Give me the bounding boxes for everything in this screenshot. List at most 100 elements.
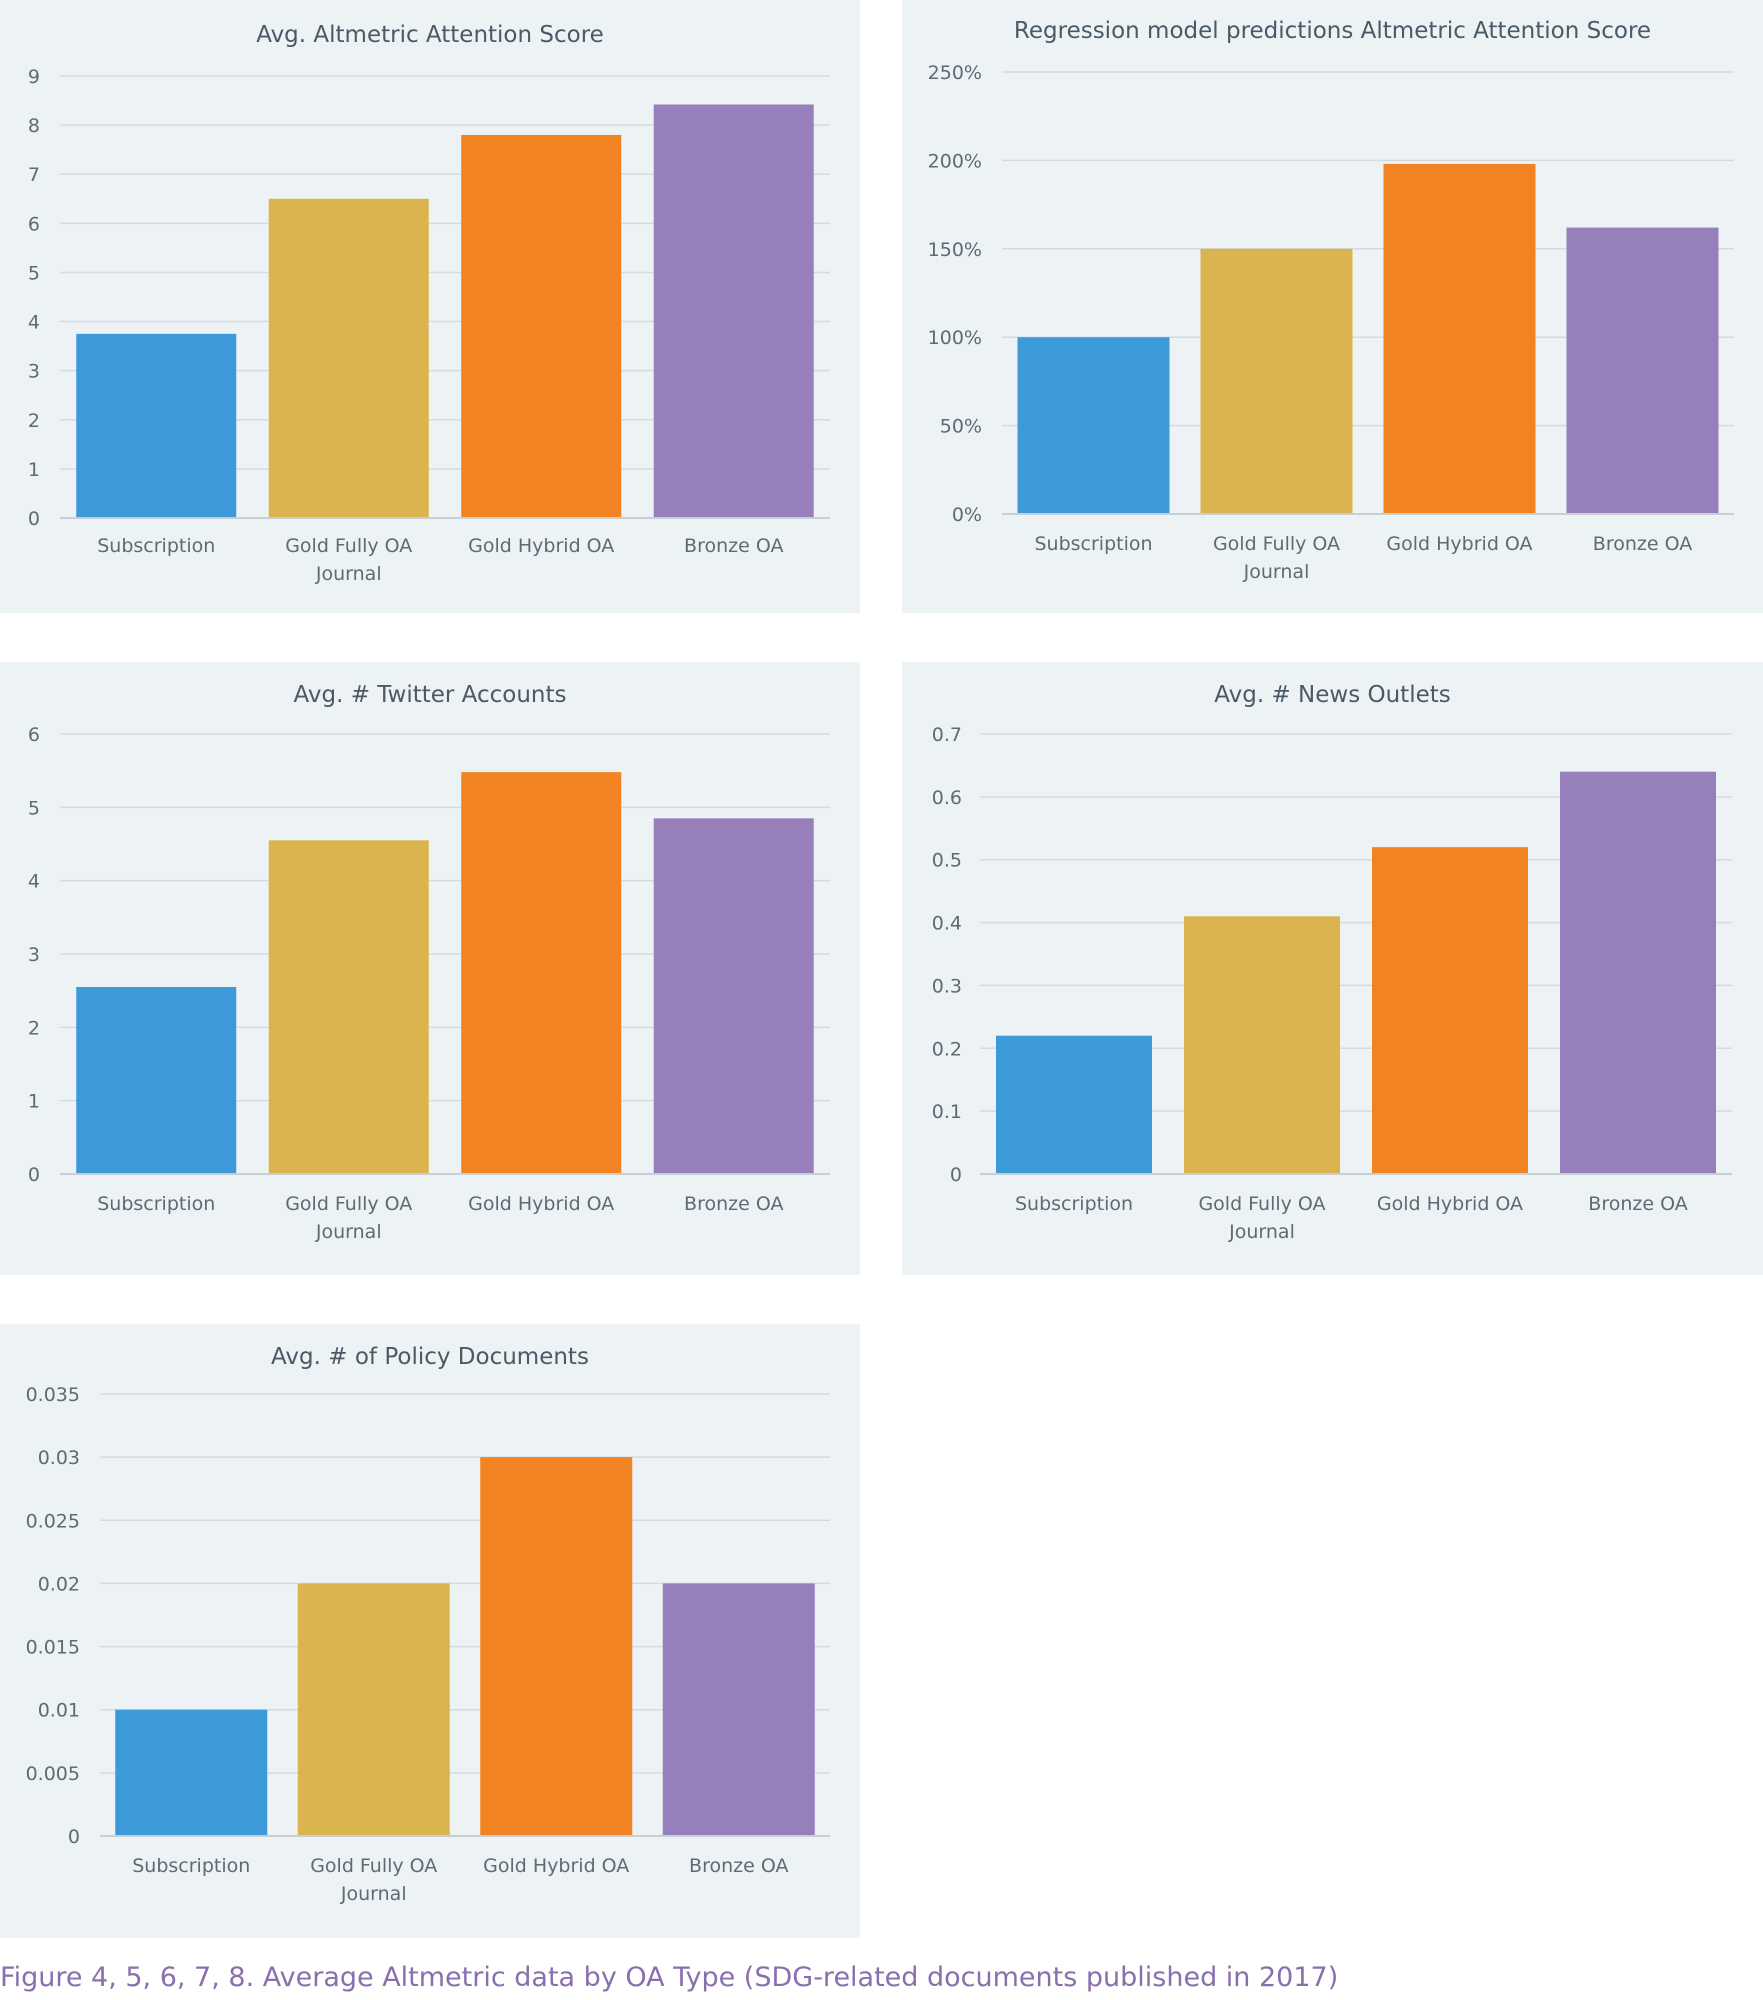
bar-gold-fully-oa xyxy=(297,1583,450,1836)
chart-svg: 0% 50% 100% 150% 200% 250% Subscription Gold Fu… xyxy=(928,62,1734,583)
y-tick-label: 0.005 xyxy=(26,1763,80,1785)
y-tick-label: 0.2 xyxy=(932,1038,962,1060)
bar-bronze-oa xyxy=(1566,227,1719,515)
bar-bronze-oa xyxy=(653,818,814,1174)
y-tick-label: 0.02 xyxy=(38,1573,80,1595)
chart-svg: 0 1 2 3 4 5 6 Subscription Gold Fully OA Journal G… xyxy=(28,724,830,1243)
y-tick-label: 5 xyxy=(28,262,40,284)
y-tick-label: 0.025 xyxy=(26,1510,80,1532)
x-category-label: Bronze OA xyxy=(684,1193,783,1215)
x-category-label: Gold Hybrid OA xyxy=(483,1855,629,1877)
chart-panel-regression-predictions: Regression model predictions Altmetric A… xyxy=(902,0,1763,613)
y-tick-label: 0.7 xyxy=(932,724,962,746)
y-tick-label: 0.3 xyxy=(932,975,962,997)
bar-gold-hybrid-oa xyxy=(1383,163,1536,514)
bar-subscription xyxy=(1017,337,1170,514)
chart-svg: 0 0.005 0.01 0.015 0.02 0.025 0.03 0.035 Subscri… xyxy=(26,1384,830,1905)
x-category-label: Subscription xyxy=(1015,1193,1133,1215)
bar-gold-fully-oa xyxy=(1200,248,1353,515)
y-tick-label: 6 xyxy=(28,724,40,746)
x-category-label: Gold Fully OA xyxy=(1213,533,1340,555)
y-tick-label: 5 xyxy=(28,797,40,819)
x-category-label: Journal xyxy=(315,563,382,585)
y-tick-label: 7 xyxy=(28,164,40,186)
x-category-label: Gold Hybrid OA xyxy=(468,1193,614,1215)
x-category-label: Subscription xyxy=(1034,533,1152,555)
y-tick-label: 1 xyxy=(28,1091,40,1113)
y-tick-label: 0.015 xyxy=(26,1637,80,1659)
y-tick-label: 0 xyxy=(28,1164,40,1186)
bar-gold-hybrid-oa xyxy=(461,772,622,1174)
chart-panel-policy-documents: Avg. # of Policy Documents 0 0.005 0.01 0.0… xyxy=(0,1324,860,1938)
chart-title: Regression model predictions Altmetric A… xyxy=(1013,18,1652,44)
x-category-label: Gold Fully OA xyxy=(1198,1193,1325,1215)
y-tick-label: 0.5 xyxy=(932,850,962,872)
y-tick-label: 100% xyxy=(928,327,982,349)
y-tick-label: 0.6 xyxy=(932,787,962,809)
bar-gold-fully-oa xyxy=(1184,916,1340,1174)
x-category-label: Journal xyxy=(1228,1221,1295,1243)
bar-bronze-oa xyxy=(1560,771,1716,1174)
bar-gold-hybrid-oa xyxy=(1372,847,1528,1174)
bar-gold-fully-oa xyxy=(268,840,429,1174)
y-tick-label: 0% xyxy=(952,504,982,526)
y-tick-label: 50% xyxy=(940,416,982,438)
bar-bronze-oa xyxy=(653,104,814,519)
chart-svg: 0 0.1 0.2 0.3 0.4 0.5 0.6 0.7 Subscription Gold F… xyxy=(932,724,1732,1243)
chart-title: Avg. # Twitter Accounts xyxy=(293,682,567,708)
y-tick-label: 3 xyxy=(28,944,40,966)
y-tick-label: 4 xyxy=(28,871,40,893)
x-category-label: Journal xyxy=(315,1221,382,1243)
chart-panel-attention-score: Avg. Altmetric Attention Score 0 1 2 3 4 5 6 7 8… xyxy=(0,0,860,613)
y-tick-label: 250% xyxy=(928,62,982,84)
y-tick-label: 0 xyxy=(950,1164,962,1186)
y-tick-label: 200% xyxy=(928,150,982,172)
figure-caption: Figure 4, 5, 6, 7, 8. Average Altmetric … xyxy=(0,1962,1339,1993)
y-tick-label: 8 xyxy=(28,115,40,137)
x-category-label: Gold Hybrid OA xyxy=(468,535,614,557)
x-category-label: Subscription xyxy=(97,535,215,557)
chart-title: Avg. # News Outlets xyxy=(1214,682,1451,708)
x-category-label: Bronze OA xyxy=(684,535,783,557)
x-category-label: Journal xyxy=(340,1883,407,1905)
bar-gold-hybrid-oa xyxy=(480,1457,633,1836)
x-category-label: Bronze OA xyxy=(689,1855,788,1877)
chart-title: Avg. Altmetric Attention Score xyxy=(256,22,604,48)
bar-subscription xyxy=(996,1035,1152,1174)
x-category-label: Gold Fully OA xyxy=(285,535,412,557)
chart-panel-twitter-accounts: Avg. # Twitter Accounts 0 1 2 3 4 5 6 Subscript… xyxy=(0,662,860,1275)
x-category-label: Gold Fully OA xyxy=(285,1193,412,1215)
y-tick-label: 0.01 xyxy=(38,1700,80,1722)
x-category-label: Bronze OA xyxy=(1593,533,1692,555)
x-category-label: Subscription xyxy=(132,1855,250,1877)
y-tick-label: 3 xyxy=(28,361,40,383)
y-tick-label: 150% xyxy=(928,239,982,261)
y-tick-label: 2 xyxy=(28,1017,40,1039)
x-category-label: Bronze OA xyxy=(1588,1193,1687,1215)
x-category-label: Subscription xyxy=(97,1193,215,1215)
y-tick-label: 2 xyxy=(28,410,40,432)
bar-subscription xyxy=(76,987,237,1174)
y-tick-label: 0.4 xyxy=(932,913,962,935)
y-tick-label: 0 xyxy=(68,1826,80,1848)
y-tick-label: 0.1 xyxy=(932,1101,962,1123)
chart-svg: 0 1 2 3 4 5 6 7 8 9 Subscription Gold Fully OA Journ… xyxy=(28,66,830,585)
y-tick-label: 1 xyxy=(28,459,40,481)
x-category-label: Gold Hybrid OA xyxy=(1377,1193,1523,1215)
x-category-label: Journal xyxy=(1243,561,1310,583)
chart-panel-news-outlets: Avg. # News Outlets 0 0.1 0.2 0.3 0.4 0.5 0.6 0… xyxy=(902,662,1763,1275)
y-tick-label: 4 xyxy=(28,312,40,334)
x-category-label: Gold Hybrid OA xyxy=(1386,533,1532,555)
bar-bronze-oa xyxy=(662,1583,815,1836)
y-tick-label: 0.035 xyxy=(26,1384,80,1406)
x-category-label: Gold Fully OA xyxy=(310,1855,437,1877)
bar-subscription xyxy=(115,1709,268,1836)
y-tick-label: 0 xyxy=(28,508,40,530)
bar-subscription xyxy=(76,333,237,518)
y-tick-label: 0.03 xyxy=(38,1447,80,1469)
y-tick-label: 9 xyxy=(28,66,40,88)
y-tick-label: 6 xyxy=(28,213,40,235)
chart-title: Avg. # of Policy Documents xyxy=(271,1344,589,1370)
bar-gold-fully-oa xyxy=(268,198,429,518)
bar-gold-hybrid-oa xyxy=(461,134,622,518)
